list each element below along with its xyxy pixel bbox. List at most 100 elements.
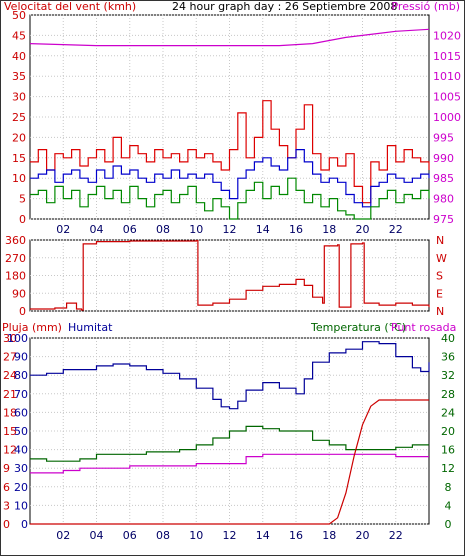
right-tick-label: 1005: [433, 91, 461, 104]
humidity-tick-label: 80: [14, 369, 28, 382]
x-tick-label: 18: [322, 529, 336, 542]
left-tick-label: 20: [12, 131, 26, 144]
left-tick-label: 5: [19, 193, 26, 206]
x-axis-ticks: 02 04 06 08 10 12 14 16 18 20 22: [56, 529, 403, 542]
right-tick-label: 985: [433, 172, 454, 185]
temperature-tick-label: 24: [441, 406, 455, 419]
chart-title: 24 hour graph day : 26 Septiembre 2008: [172, 0, 397, 13]
dew-point-label: Punt rosada: [391, 321, 456, 334]
right-tick-label: 1010: [433, 70, 461, 83]
left-tick-label: 270: [5, 252, 26, 265]
rain-axis-ticks: 0 3 6 9 12 15 18 21 24 27 30: [3, 332, 17, 531]
x-tick-label: 16: [289, 223, 303, 236]
left-axis-ticks: 0 5 10 15 20 25 30 35 40 45 50: [12, 9, 26, 226]
temperature-tick-label: 0: [445, 518, 452, 531]
humidity-tick-label: 20: [14, 481, 28, 494]
x-tick-label: 18: [322, 223, 336, 236]
x-tick-label: 16: [289, 529, 303, 542]
dew-point-line: [30, 453, 429, 474]
left-tick-label: 45: [12, 29, 26, 42]
left-tick-label: 30: [12, 91, 26, 104]
temperature-tick-label: 8: [445, 481, 452, 494]
humidity-tick-label: 50: [14, 425, 28, 438]
humidity-tick-label: 40: [14, 444, 28, 457]
left-axis-label: Velocitat del vent (kmh): [4, 0, 136, 13]
x-tick-label: 22: [389, 529, 403, 542]
humidity-tick-label: 30: [14, 462, 28, 475]
wind-speed-line: [30, 149, 430, 208]
x-tick-label: 08: [156, 529, 170, 542]
rain-tick-label: 30: [3, 332, 17, 345]
right-tick-label: 1020: [433, 29, 461, 42]
compass-tick-label: N: [436, 234, 444, 247]
rain-tick-label: 0: [3, 518, 10, 531]
x-tick-label: 02: [56, 529, 70, 542]
humidity-tick-label: 10: [14, 499, 28, 512]
right-axis-ticks: 975 980 985 990 995 1000 1005 1010 1015 1020: [433, 29, 461, 226]
left-tick-label: 0: [19, 213, 26, 226]
rain-tick-label: 18: [3, 406, 17, 419]
x-tick-label: 12: [223, 529, 237, 542]
x-tick-label: 14: [256, 223, 270, 236]
humidity-tick-label: 70: [14, 388, 28, 401]
left-axis-ticks: 0 90 180 270 360: [5, 234, 26, 318]
left-tick-label: 15: [12, 152, 26, 165]
wind-direction-line: [30, 240, 430, 311]
x-tick-label: 14: [256, 529, 270, 542]
x-tick-label: 12: [223, 223, 237, 236]
left-tick-label: 10: [12, 172, 26, 185]
temperature-tick-label: 28: [441, 388, 455, 401]
x-tick-label: 10: [189, 529, 203, 542]
right-tick-label: 1000: [433, 111, 461, 124]
rain-tick-label: 21: [3, 388, 17, 401]
series-lines: [29, 28, 430, 220]
right-axis-label: Pressió (mb): [391, 0, 460, 13]
right-tick-label: 980: [433, 193, 454, 206]
temperature-line: [30, 425, 429, 462]
rain-tick-label: 3: [3, 499, 10, 512]
right-tick-label: 1015: [433, 50, 461, 63]
right-tick-label: 975: [433, 213, 454, 226]
humidity-label: Humitat: [68, 321, 113, 334]
x-tick-label: 10: [189, 223, 203, 236]
humidity-tick-label: 100: [7, 332, 28, 345]
x-tick-label: 22: [389, 223, 403, 236]
rain-line: [30, 399, 429, 525]
gridlines: [30, 239, 429, 312]
temperature-tick-label: 12: [441, 462, 455, 475]
temperature-tick-label: 4: [445, 499, 452, 512]
left-tick-label: 35: [12, 70, 26, 83]
x-tick-label: 08: [156, 223, 170, 236]
temperature-tick-label: 16: [441, 444, 455, 457]
series-lines: [30, 240, 430, 311]
rain-tick-label: 9: [3, 462, 10, 475]
left-tick-label: 0: [19, 305, 26, 318]
rain-tick-label: 27: [3, 351, 17, 364]
left-tick-label: 180: [5, 270, 26, 283]
wind-min-line: [30, 177, 430, 220]
humidity-tick-label: 0: [21, 518, 28, 531]
series-lines: [30, 341, 430, 525]
rain-tick-label: 6: [3, 481, 10, 494]
x-axis-ticks: 02 04 06 08 10 12 14 16 18 20 22: [56, 223, 403, 236]
humidity-tick-label: 90: [14, 351, 28, 364]
rain-tick-label: 12: [3, 444, 17, 457]
x-tick-label: 04: [90, 223, 104, 236]
left-tick-label: 50: [12, 9, 26, 22]
compass-tick-label: W: [436, 252, 447, 265]
compass-tick-label: E: [436, 287, 443, 300]
x-tick-label: 06: [123, 223, 137, 236]
x-tick-label: 06: [123, 529, 137, 542]
temperature-tick-label: 36: [441, 351, 455, 364]
compass-tick-label: S: [436, 270, 443, 283]
temperature-label: Temperatura (°C): [310, 321, 406, 334]
rain-tick-label: 24: [3, 369, 17, 382]
temperature-tick-label: 40: [441, 332, 455, 345]
rain-tick-label: 15: [3, 425, 17, 438]
temperature-tick-label: 32: [441, 369, 455, 382]
